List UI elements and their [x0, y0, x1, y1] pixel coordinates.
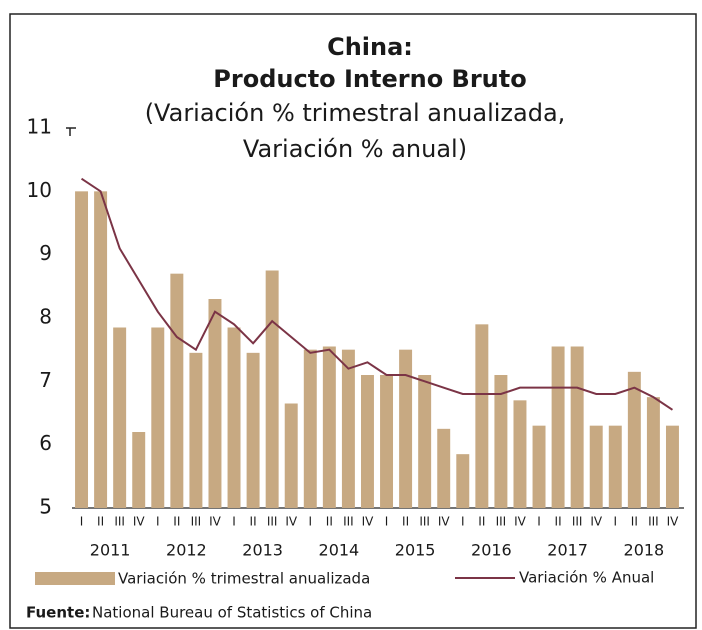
x-group-label: 2017 — [547, 541, 588, 560]
x-tick-label: IV — [133, 515, 146, 529]
bar — [246, 352, 260, 508]
bar — [551, 346, 565, 508]
x-tick-label: III — [114, 515, 125, 529]
y-tick-label: 7 — [39, 368, 52, 392]
x-tick-label: IV — [590, 515, 603, 529]
x-tick-label: II — [631, 515, 638, 529]
bar — [456, 454, 470, 508]
x-tick-label: I — [309, 515, 313, 529]
x-tick-label: I — [614, 515, 618, 529]
x-group-label: 2015 — [395, 541, 436, 560]
x-tick-label: II — [326, 515, 333, 529]
x-tick-label: III — [572, 515, 583, 529]
bar — [189, 352, 203, 508]
y-tick-label: 11 — [27, 115, 52, 139]
x-group-label: 2018 — [624, 541, 665, 560]
bar — [570, 346, 584, 508]
x-tick-label: I — [80, 515, 84, 529]
bar — [380, 375, 394, 508]
x-tick-label: IV — [667, 515, 680, 529]
bar — [475, 324, 489, 508]
bar — [227, 327, 241, 508]
bar — [303, 349, 317, 508]
bar — [360, 375, 374, 508]
chart-title: China: — [327, 33, 413, 61]
bar — [418, 375, 432, 508]
bar — [208, 299, 222, 508]
x-tick-label: I — [232, 515, 236, 529]
bar — [132, 432, 146, 508]
source-text: National Bureau of Statistics of China — [92, 604, 372, 622]
chart-subtitle: Producto Interno Bruto — [213, 65, 526, 93]
x-tick-label: III — [191, 515, 202, 529]
x-group-label: 2012 — [166, 541, 207, 560]
x-tick-label: IV — [438, 515, 451, 529]
x-tick-label: III — [496, 515, 507, 529]
x-tick-label: II — [250, 515, 257, 529]
x-tick-label: II — [97, 515, 104, 529]
bar — [532, 425, 546, 508]
y-tick-label: 6 — [39, 431, 52, 455]
x-tick-label: III — [343, 515, 354, 529]
y-tick-label: 9 — [39, 241, 52, 265]
x-group-label: 2016 — [471, 541, 512, 560]
bar — [75, 191, 89, 509]
chart-subtitle-line: Variación % anual) — [243, 135, 467, 163]
bar — [151, 327, 165, 508]
bar — [665, 425, 679, 508]
source-label: Fuente: — [26, 604, 90, 622]
x-tick-label: I — [461, 515, 465, 529]
bar — [399, 349, 413, 508]
y-tick-label: 5 — [39, 495, 52, 519]
bar — [608, 425, 622, 508]
x-tick-label: IV — [209, 515, 222, 529]
bar — [341, 349, 355, 508]
y-tick-label: 8 — [39, 305, 52, 329]
bar — [589, 425, 603, 508]
bar — [284, 403, 298, 508]
x-tick-label: I — [537, 515, 541, 529]
x-tick-label: I — [156, 515, 160, 529]
x-tick-label: II — [402, 515, 409, 529]
bar — [322, 346, 336, 508]
x-tick-label: IV — [362, 515, 375, 529]
x-group-label: 2013 — [242, 541, 283, 560]
legend-swatch-bar — [35, 572, 115, 585]
x-tick-label: II — [173, 515, 180, 529]
bar — [94, 191, 108, 509]
x-tick-label: III — [648, 515, 659, 529]
bar — [513, 400, 527, 508]
x-tick-label: I — [385, 515, 389, 529]
x-tick-label: II — [478, 515, 485, 529]
x-group-label: 2011 — [90, 541, 131, 560]
y-tick-label: 10 — [27, 178, 52, 202]
bar — [646, 397, 660, 508]
line — [80, 177, 674, 411]
bar — [437, 428, 451, 508]
bar — [170, 273, 184, 508]
legend-label: Variación % trimestral anualizada — [118, 570, 370, 588]
chart-frame — [9, 13, 697, 629]
x-tick-label: IV — [285, 515, 298, 529]
x-tick-label: II — [555, 515, 562, 529]
bar — [113, 327, 127, 508]
legend-label: Variación % Anual — [519, 569, 654, 587]
x-tick-label: IV — [514, 515, 527, 529]
x-tick-label: III — [267, 515, 278, 529]
x-group-label: 2014 — [319, 541, 360, 560]
bar — [627, 371, 641, 508]
bar — [265, 270, 279, 508]
chart-subtitle-line: (Variación % trimestral anualizada, — [145, 99, 566, 127]
bar — [494, 375, 508, 508]
x-tick-label: III — [419, 515, 430, 529]
